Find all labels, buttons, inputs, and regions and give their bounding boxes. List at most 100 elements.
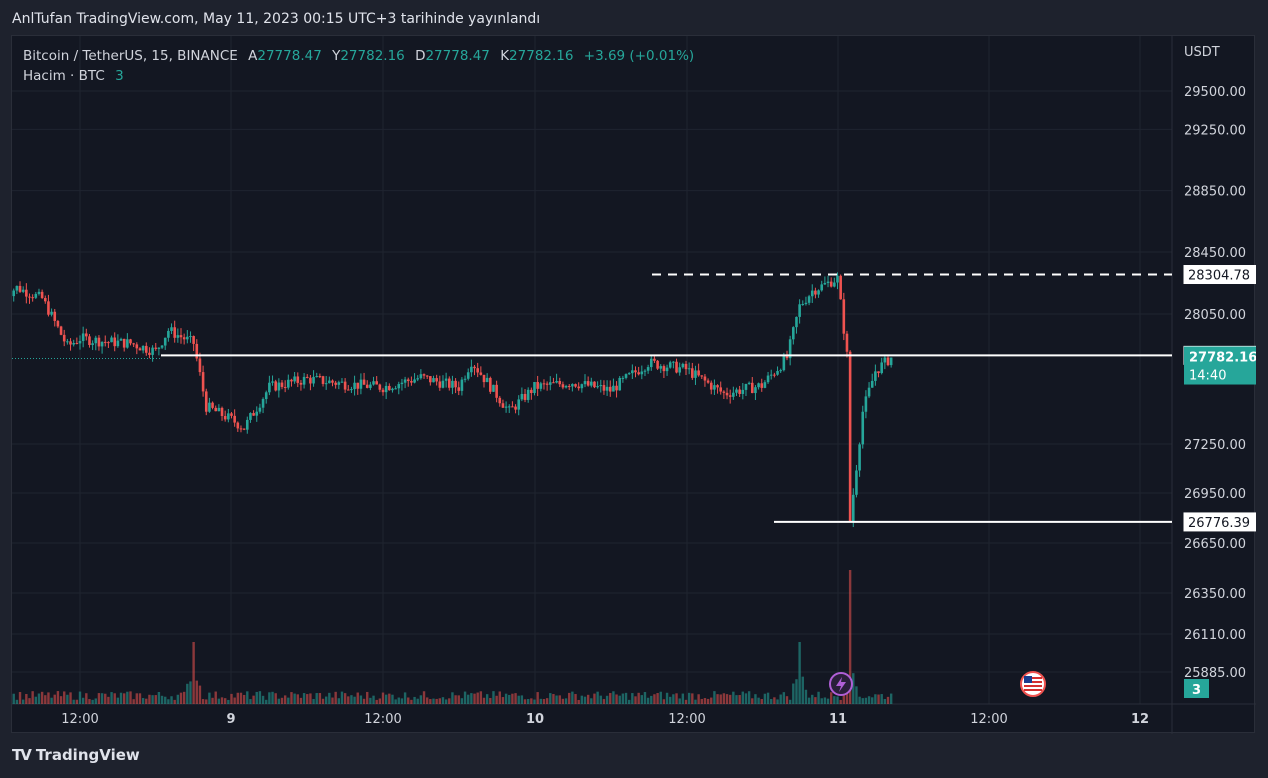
candle-body[interactable] xyxy=(649,358,653,368)
candle-body[interactable] xyxy=(208,402,211,412)
candle-body[interactable] xyxy=(864,396,868,412)
candle-body[interactable] xyxy=(198,358,202,373)
candle-body[interactable] xyxy=(419,374,423,379)
candle-body[interactable] xyxy=(694,370,697,378)
candle-body[interactable] xyxy=(214,407,218,412)
candle-body[interactable] xyxy=(716,385,719,388)
candle-body[interactable] xyxy=(580,384,584,389)
candle-body[interactable] xyxy=(353,382,356,390)
candle-body[interactable] xyxy=(489,377,492,392)
candle-body[interactable] xyxy=(103,341,107,343)
candle-body[interactable] xyxy=(62,334,66,342)
candle-body[interactable] xyxy=(732,392,735,397)
candle-body[interactable] xyxy=(501,403,505,408)
candle-body[interactable] xyxy=(621,377,625,379)
candle-body[interactable] xyxy=(305,376,309,378)
candle-body[interactable] xyxy=(340,381,344,383)
candle-body[interactable] xyxy=(331,380,334,383)
candle-body[interactable] xyxy=(618,377,622,391)
candle-body[interactable] xyxy=(356,382,360,389)
candle-body[interactable] xyxy=(792,327,795,340)
candle-body[interactable] xyxy=(129,339,132,344)
candle-body[interactable] xyxy=(466,372,470,379)
candle-body[interactable] xyxy=(836,275,839,283)
candle-body[interactable] xyxy=(141,345,145,351)
candle-body[interactable] xyxy=(324,383,328,385)
candle-body[interactable] xyxy=(163,337,167,346)
candle-body[interactable] xyxy=(498,397,502,404)
candle-body[interactable] xyxy=(851,494,855,523)
candle-body[interactable] xyxy=(378,384,382,390)
candle-body[interactable] xyxy=(261,399,265,408)
candle-body[interactable] xyxy=(245,419,249,430)
candle-body[interactable] xyxy=(416,378,420,380)
candle-body[interactable] xyxy=(574,384,577,387)
candle-body[interactable] xyxy=(413,379,416,383)
candle-body[interactable] xyxy=(709,382,713,390)
candle-body[interactable] xyxy=(514,406,517,410)
candle-body[interactable] xyxy=(25,289,28,297)
candle-body[interactable] xyxy=(309,377,312,384)
candle-body[interactable] xyxy=(817,290,820,295)
candle-body[interactable] xyxy=(66,341,69,343)
candle-body[interactable] xyxy=(287,379,290,388)
candle-body[interactable] xyxy=(517,399,521,410)
candle-body[interactable] xyxy=(334,382,337,385)
candle-body[interactable] xyxy=(94,337,98,344)
candle-body[interactable] xyxy=(779,370,782,372)
candle-body[interactable] xyxy=(523,393,527,400)
candle-body[interactable] xyxy=(807,296,811,303)
candle-body[interactable] xyxy=(867,387,871,397)
candle-body[interactable] xyxy=(820,284,824,291)
candle-body[interactable] xyxy=(223,416,227,420)
candle-body[interactable] xyxy=(877,371,880,374)
candle-body[interactable] xyxy=(43,297,47,302)
candle-body[interactable] xyxy=(590,381,593,386)
candle-body[interactable] xyxy=(375,381,378,385)
candle-body[interactable] xyxy=(249,413,252,420)
candle-body[interactable] xyxy=(268,382,271,393)
volume-tag-bg[interactable] xyxy=(1184,679,1209,698)
candle-body[interactable] xyxy=(678,367,681,373)
candle-body[interactable] xyxy=(167,330,170,338)
candle-body[interactable] xyxy=(100,341,104,347)
candle-body[interactable] xyxy=(479,372,483,375)
current-price-tag-bg[interactable] xyxy=(1184,346,1256,385)
candle-body[interactable] xyxy=(132,343,135,345)
candle-body[interactable] xyxy=(116,340,120,347)
candle-body[interactable] xyxy=(552,382,555,384)
candle-body[interactable] xyxy=(631,370,634,374)
candle-body[interactable] xyxy=(394,388,397,390)
candle-body[interactable] xyxy=(814,290,817,295)
candle-body[interactable] xyxy=(397,384,401,389)
candle-body[interactable] xyxy=(457,387,461,391)
candle-body[interactable] xyxy=(738,389,741,394)
candle-body[interactable] xyxy=(886,357,890,366)
candle-body[interactable] xyxy=(359,379,363,389)
candle-body[interactable] xyxy=(634,370,637,373)
candle-body[interactable] xyxy=(391,388,394,391)
candle-body[interactable] xyxy=(782,356,786,371)
candle-body[interactable] xyxy=(56,320,60,327)
candle-body[interactable] xyxy=(842,299,846,334)
candle-body[interactable] xyxy=(798,304,801,317)
candle-body[interactable] xyxy=(659,366,663,369)
candle-body[interactable] xyxy=(697,370,700,376)
candle-body[interactable] xyxy=(312,376,315,384)
candle-body[interactable] xyxy=(135,344,139,349)
candle-body[interactable] xyxy=(640,371,644,375)
candle-body[interactable] xyxy=(277,382,281,391)
candle-body[interactable] xyxy=(735,389,738,393)
candle-body[interactable] xyxy=(328,380,331,384)
candle-body[interactable] xyxy=(612,385,615,392)
candle-body[interactable] xyxy=(362,379,366,385)
candle-body[interactable] xyxy=(463,378,467,380)
candle-body[interactable] xyxy=(438,381,442,388)
candle-body[interactable] xyxy=(154,347,158,349)
candle-body[interactable] xyxy=(526,389,530,400)
candle-body[interactable] xyxy=(384,385,388,393)
candle-body[interactable] xyxy=(681,363,685,368)
candle-body[interactable] xyxy=(520,393,524,400)
candle-body[interactable] xyxy=(113,337,117,347)
candle-body[interactable] xyxy=(665,367,669,372)
